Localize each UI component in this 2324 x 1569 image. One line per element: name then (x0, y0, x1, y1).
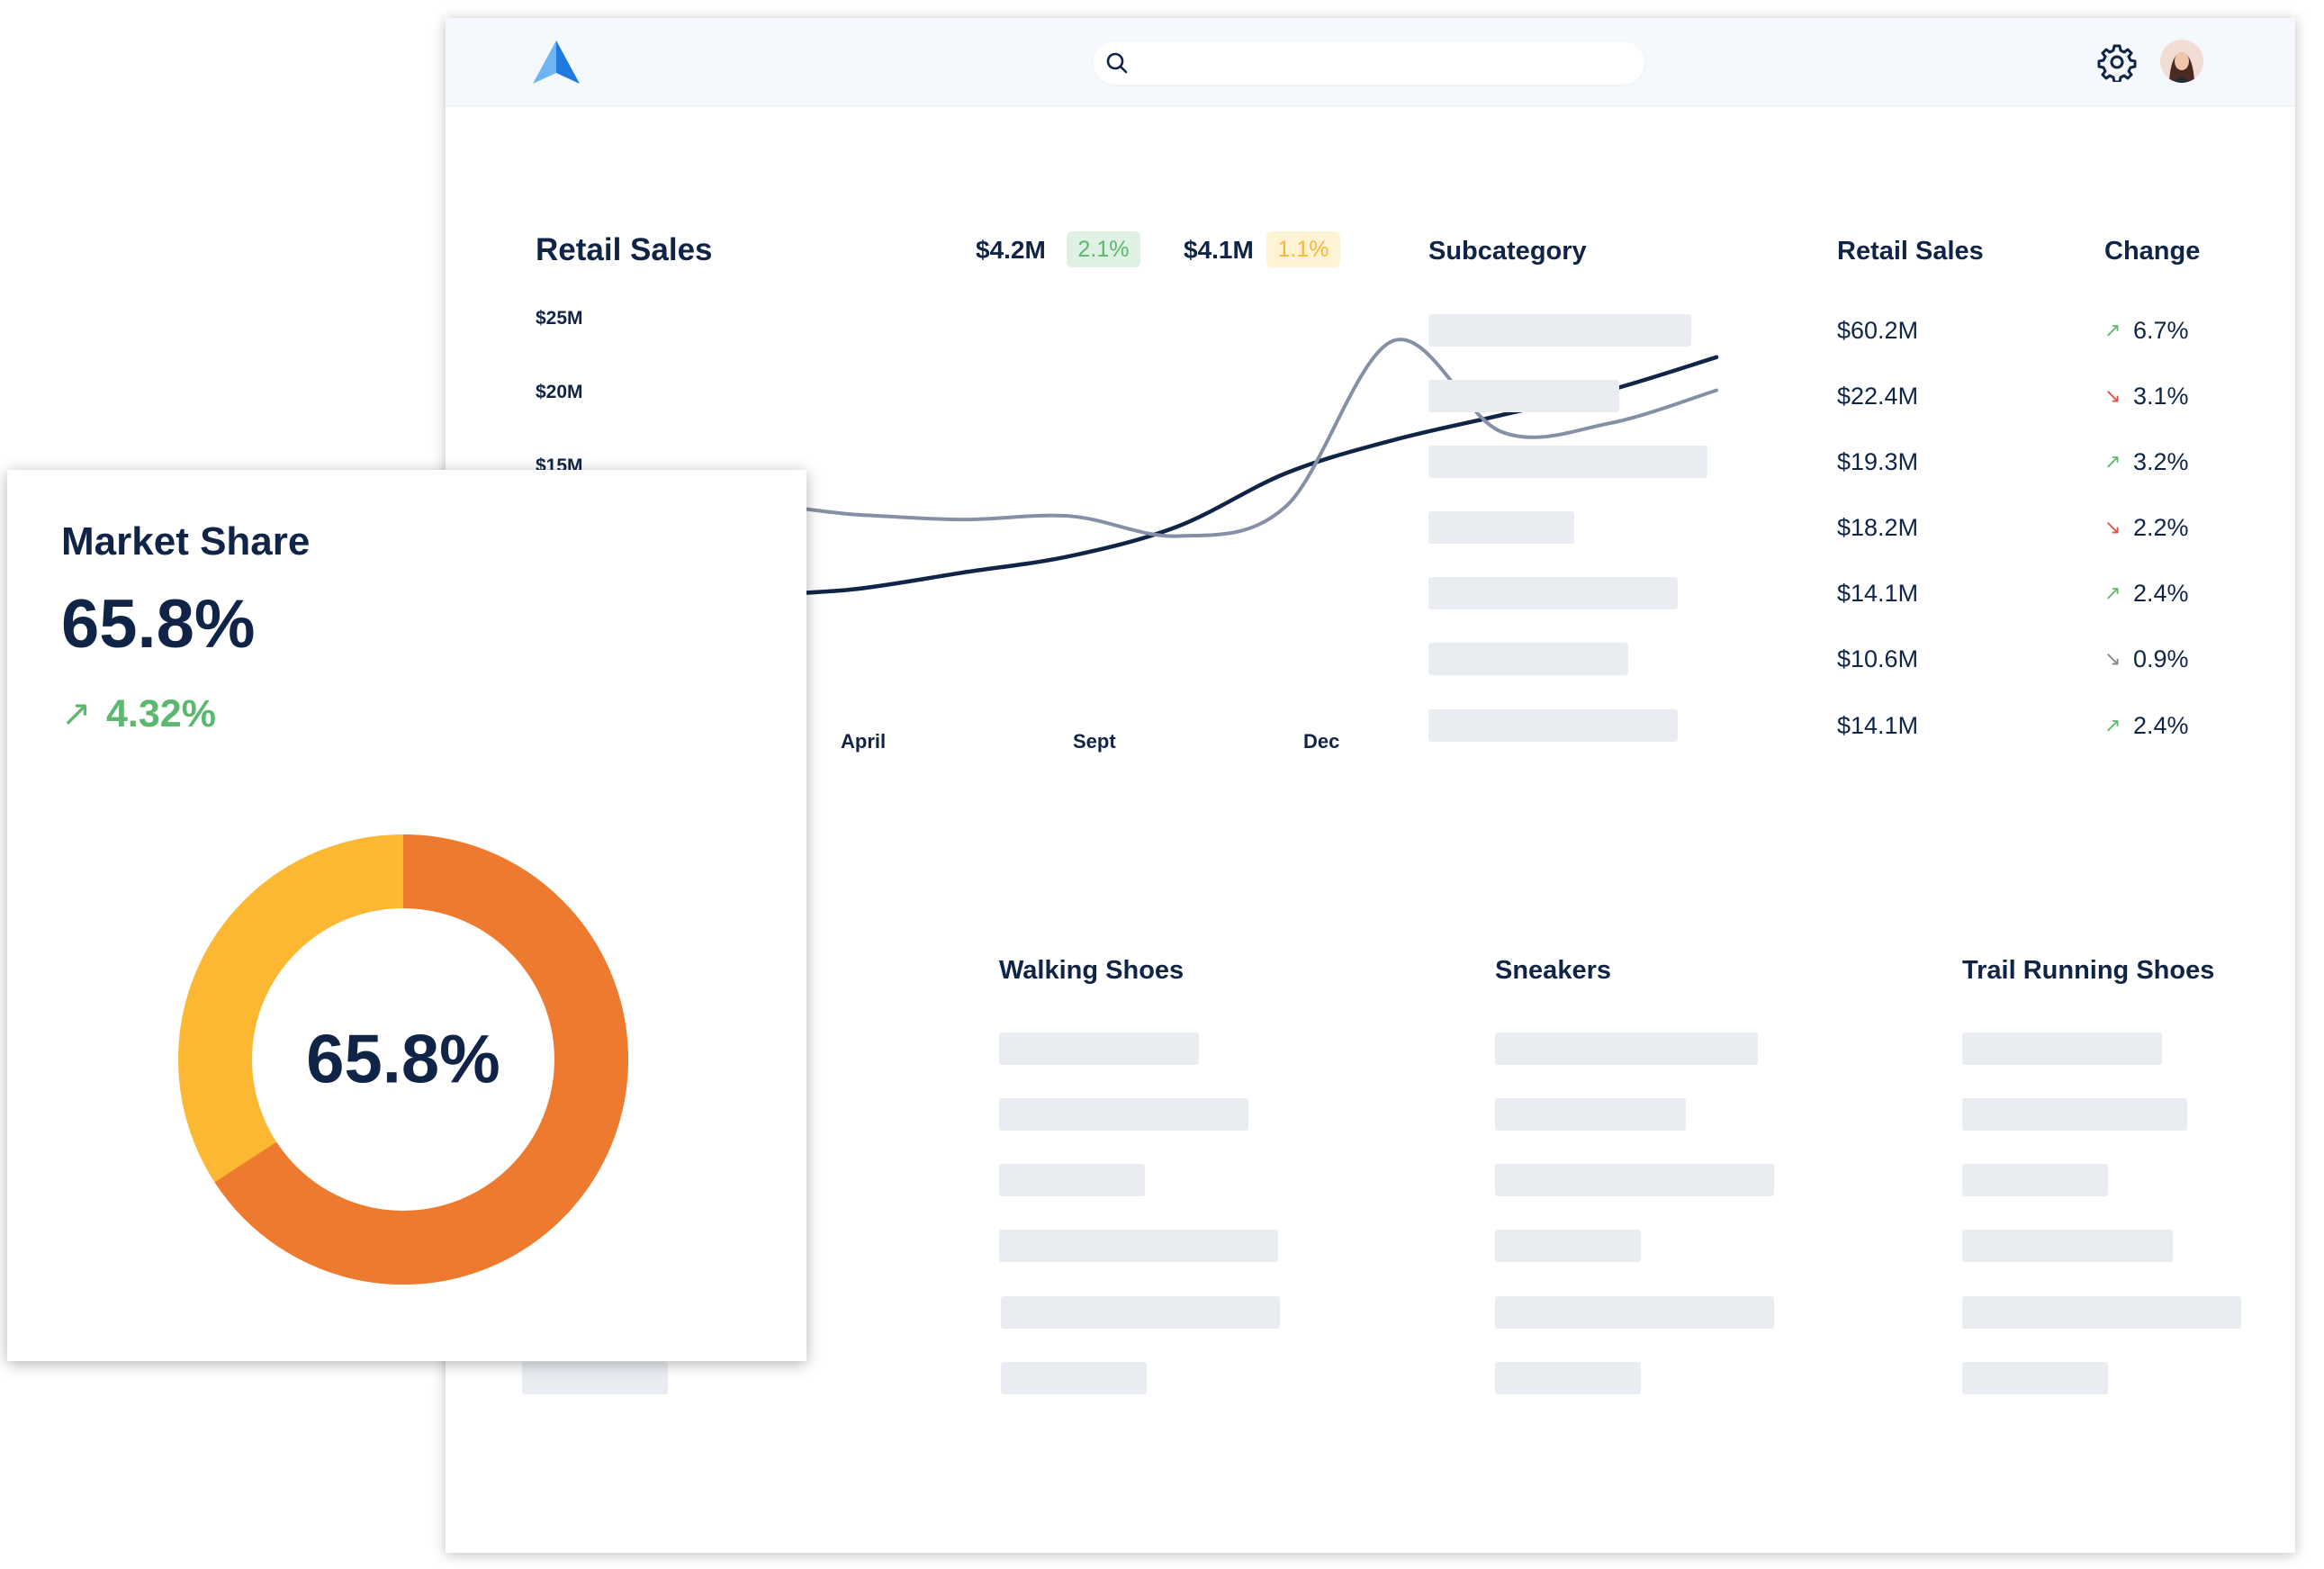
table-cell-change: 2.2% (2133, 514, 2189, 541)
column-header-subcategory: Subcategory (1428, 237, 1587, 266)
donut-center-label: 65.8% (306, 1021, 500, 1098)
top-bar (446, 18, 2295, 106)
list-placeholder (1001, 1296, 1280, 1329)
list-placeholder (1962, 1164, 2108, 1196)
subcategory-placeholder (1428, 446, 1707, 478)
market-share-change: 4.32% (106, 692, 216, 735)
table-cell-change: 6.7% (2133, 317, 2189, 344)
y-tick-label: $20M (536, 382, 583, 402)
trend-up-icon: ↗ (2104, 450, 2121, 473)
list-placeholder (1962, 1032, 2162, 1065)
subcategory-placeholder (1428, 577, 1678, 609)
subcategory-placeholder (1428, 314, 1691, 347)
table-cell-change: 3.1% (2133, 383, 2189, 410)
market-share-donut (178, 834, 628, 1285)
kpi-current-value: $4.2M (976, 236, 1046, 264)
x-tick-label: Dec (1303, 730, 1340, 753)
kpi-current-badge: 2.1% (1067, 231, 1140, 267)
trend-down-icon: ↘ (2104, 516, 2121, 538)
market-share-title: Market Share (61, 519, 311, 564)
subcategory-placeholder (1428, 643, 1628, 675)
trend-up-icon: ↗ (2104, 319, 2121, 341)
table-cell-sales: $18.2M (1837, 514, 1919, 541)
search-icon (1106, 52, 1128, 74)
list-placeholder (1495, 1230, 1641, 1262)
gear-icon[interactable] (2097, 42, 2137, 82)
user-avatar[interactable] (2160, 40, 2203, 83)
list-placeholder (999, 1164, 1145, 1196)
trend-neutral-icon: ↘ (2104, 647, 2121, 670)
table-cell-sales: $19.3M (1837, 448, 1919, 475)
list-placeholder (522, 1362, 668, 1394)
table-cell-sales: $22.4M (1837, 383, 1919, 410)
list-placeholder (1962, 1098, 2187, 1131)
trend-down-icon: ↘ (2104, 384, 2121, 407)
trend-up-icon: ↗ (61, 694, 92, 734)
avatar-portrait-icon (2160, 40, 2203, 83)
table-cell-sales: $60.2M (1837, 317, 1919, 344)
table-cell-sales: $14.1M (1837, 580, 1919, 607)
triangle-logo-icon[interactable] (533, 41, 580, 84)
kpi-previous-value: $4.1M (1184, 236, 1254, 264)
list-placeholder (1495, 1362, 1641, 1394)
trend-up-icon: ↗ (2104, 582, 2121, 604)
table-cell-change: 3.2% (2133, 448, 2189, 475)
list-placeholder (1495, 1164, 1774, 1196)
category-header-trail-running-shoes: Trail Running Shoes (1962, 956, 2215, 985)
subcategory-placeholder (1428, 511, 1574, 544)
list-placeholder (999, 1032, 1199, 1065)
list-placeholder (1495, 1098, 1686, 1131)
list-placeholder (999, 1230, 1278, 1262)
x-tick-label: Sept (1073, 730, 1116, 753)
table-cell-sales: $14.1M (1837, 712, 1919, 739)
market-share-card: Market Share 65.8% ↗ 4.32% 65.8% (7, 470, 806, 1361)
list-placeholder (1962, 1362, 2108, 1394)
kpi-previous-badge: 1.1% (1266, 231, 1340, 267)
list-placeholder (1962, 1296, 2241, 1329)
donut-segment-share (178, 834, 628, 1285)
category-header-walking-shoes: Walking Shoes (999, 956, 1185, 985)
column-header-retail-sales: Retail Sales (1837, 237, 1984, 266)
y-tick-label: $25M (536, 308, 583, 329)
trend-up-icon: ↗ (2104, 714, 2121, 736)
market-share-value: 65.8% (61, 586, 256, 663)
column-header-change: Change (2104, 237, 2201, 266)
subcategory-placeholder (1428, 380, 1619, 412)
list-placeholder (1001, 1362, 1147, 1394)
table-cell-change: 0.9% (2133, 645, 2189, 672)
list-placeholder (1495, 1296, 1774, 1329)
list-placeholder (1962, 1230, 2173, 1262)
table-cell-sales: $10.6M (1837, 645, 1919, 672)
search-input[interactable] (1094, 41, 1644, 85)
category-header-sneakers: Sneakers (1495, 956, 1611, 985)
table-cell-change: 2.4% (2133, 580, 2189, 607)
x-tick-label: April (841, 730, 887, 753)
subcategory-placeholder (1428, 709, 1678, 742)
list-placeholder (1495, 1032, 1758, 1065)
table-cell-change: 2.4% (2133, 712, 2189, 739)
list-placeholder (999, 1098, 1248, 1131)
retail-sales-title: Retail Sales (536, 232, 713, 267)
